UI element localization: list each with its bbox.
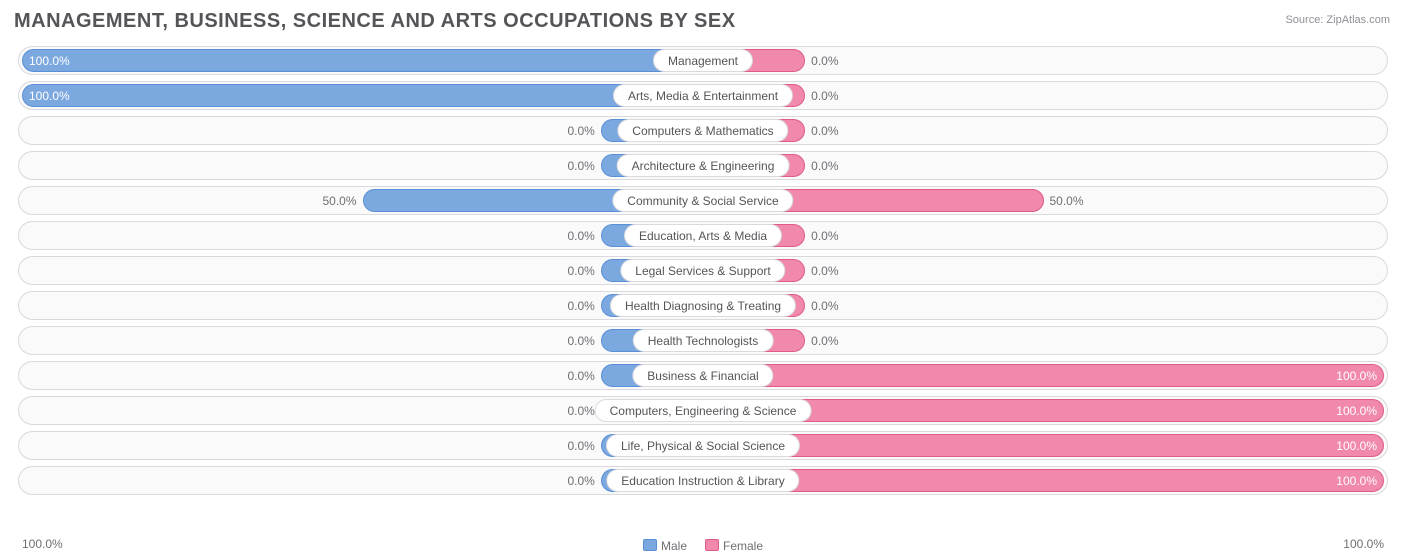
category-label: Arts, Media & Entertainment xyxy=(613,84,793,107)
female-value: 0.0% xyxy=(811,224,838,247)
chart-area: 100.0% 0.0% Management 100.0% 0.0% Arts, Medi… xyxy=(18,46,1388,517)
female-value: 0.0% xyxy=(811,329,838,352)
category-label: Health Diagnosing & Treating xyxy=(610,294,796,317)
male-value: 0.0% xyxy=(568,434,595,457)
female-bar: 100.0% xyxy=(703,434,1384,457)
chart-row: 0.0% 100.0% Education Instruction & Librar… xyxy=(18,466,1388,495)
male-value: 0.0% xyxy=(568,469,595,492)
male-value: 0.0% xyxy=(568,399,595,422)
female-value: 100.0% xyxy=(1336,365,1377,386)
chart-row: 0.0% 100.0% Business & Financial xyxy=(18,361,1388,390)
male-value: 0.0% xyxy=(568,364,595,387)
female-value: 100.0% xyxy=(1336,400,1377,421)
male-swatch-icon xyxy=(643,539,657,551)
legend-male-label: Male xyxy=(661,539,687,553)
female-value: 100.0% xyxy=(1336,435,1377,456)
male-value: 100.0% xyxy=(29,50,70,71)
chart-row: 0.0% 0.0% Health Diagnosing & Treating xyxy=(18,291,1388,320)
female-bar: 100.0% xyxy=(703,469,1384,492)
category-label: Architecture & Engineering xyxy=(617,154,790,177)
chart-row: 0.0% 100.0% Computers, Engineering & Scien… xyxy=(18,396,1388,425)
female-value: 0.0% xyxy=(811,154,838,177)
category-label: Legal Services & Support xyxy=(620,259,785,282)
legend-male: Male xyxy=(643,539,687,553)
male-value: 50.0% xyxy=(322,189,356,212)
male-bar: 100.0% xyxy=(22,84,703,107)
chart-title: MANAGEMENT, BUSINESS, SCIENCE AND ARTS O… xyxy=(0,0,1406,33)
source-label: Source: ZipAtlas.com xyxy=(1285,14,1390,26)
chart-row: 100.0% 0.0% Management xyxy=(18,46,1388,75)
legend: Male Female xyxy=(0,539,1406,553)
category-label: Education, Arts & Media xyxy=(624,224,782,247)
female-value: 0.0% xyxy=(811,294,838,317)
chart-row: 0.0% 0.0% Health Technologists xyxy=(18,326,1388,355)
chart-row: 0.0% 0.0% Computers & Mathematics xyxy=(18,116,1388,145)
chart-row: 100.0% 0.0% Arts, Media & Entertainment xyxy=(18,81,1388,110)
male-value: 0.0% xyxy=(568,154,595,177)
legend-female-label: Female xyxy=(723,539,763,553)
legend-female: Female xyxy=(705,539,763,553)
category-label: Business & Financial xyxy=(632,364,773,387)
female-value: 0.0% xyxy=(811,119,838,142)
female-value: 50.0% xyxy=(1050,189,1084,212)
category-label: Management xyxy=(653,49,753,72)
category-label: Community & Social Service xyxy=(612,189,793,212)
male-bar: 100.0% xyxy=(22,49,703,72)
category-label: Computers & Mathematics xyxy=(617,119,788,142)
male-value: 0.0% xyxy=(568,294,595,317)
female-value: 0.0% xyxy=(811,84,838,107)
chart-row: 0.0% 0.0% Legal Services & Support xyxy=(18,256,1388,285)
chart-row: 0.0% 0.0% Education, Arts & Media xyxy=(18,221,1388,250)
chart-row: 50.0% 50.0% Community & Social Service xyxy=(18,186,1388,215)
female-value: 0.0% xyxy=(811,259,838,282)
category-label: Health Technologists xyxy=(633,329,774,352)
female-swatch-icon xyxy=(705,539,719,551)
male-value: 0.0% xyxy=(568,329,595,352)
male-value: 0.0% xyxy=(568,259,595,282)
category-label: Education Instruction & Library xyxy=(606,469,799,492)
category-label: Life, Physical & Social Science xyxy=(606,434,800,457)
category-label: Computers, Engineering & Science xyxy=(595,399,812,422)
male-value: 0.0% xyxy=(568,119,595,142)
male-value: 0.0% xyxy=(568,224,595,247)
chart-row: 0.0% 100.0% Life, Physical & Social Scienc… xyxy=(18,431,1388,460)
male-value: 100.0% xyxy=(29,85,70,106)
female-bar: 100.0% xyxy=(703,364,1384,387)
female-value: 0.0% xyxy=(811,49,838,72)
chart-row: 0.0% 0.0% Architecture & Engineering xyxy=(18,151,1388,180)
female-value: 100.0% xyxy=(1336,470,1377,491)
